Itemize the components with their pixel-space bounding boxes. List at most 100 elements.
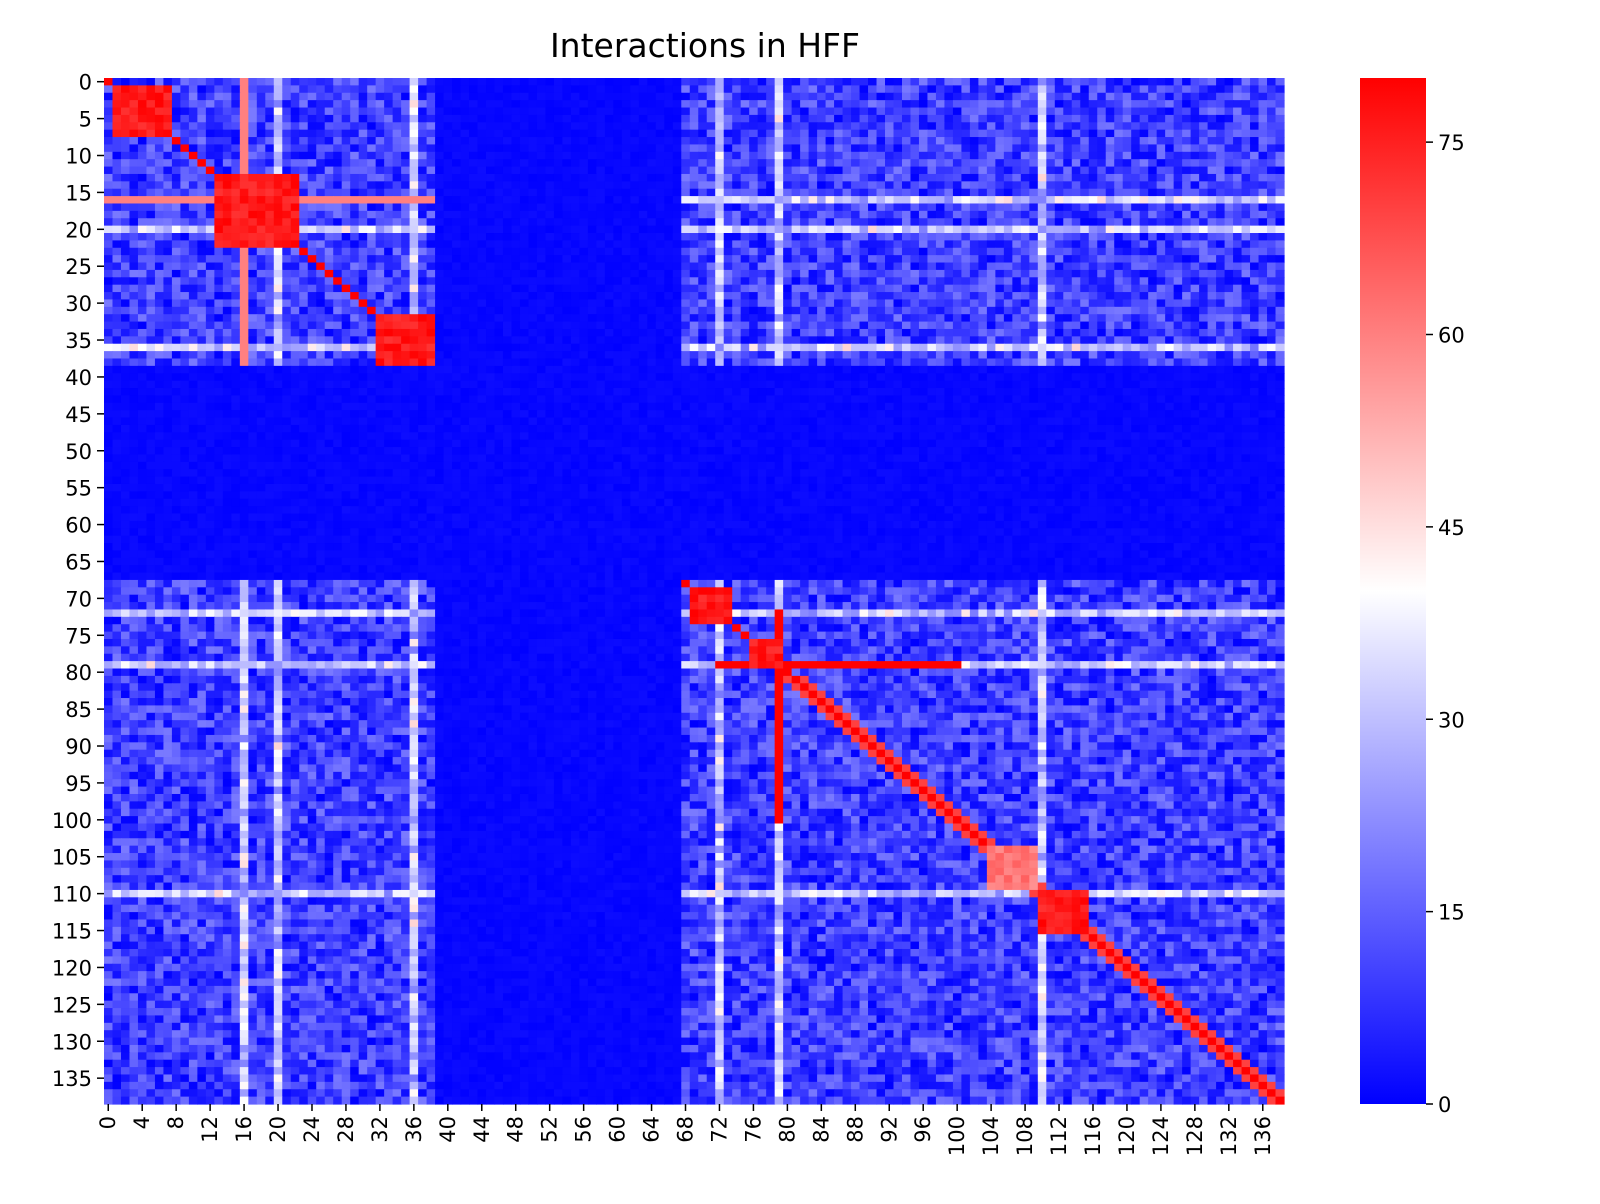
heatmap-cell	[375, 137, 385, 146]
heatmap-cell	[1275, 159, 1285, 168]
heatmap-cell	[299, 306, 309, 315]
heatmap-cell	[486, 92, 496, 101]
heatmap-cell	[265, 306, 275, 315]
heatmap-cell	[1020, 218, 1030, 227]
heatmap-cell	[774, 233, 784, 241]
heatmap-cell	[1275, 292, 1285, 301]
heatmap-cell	[783, 218, 793, 227]
heatmap-cell	[613, 225, 623, 234]
heatmap-cell	[800, 166, 810, 175]
heatmap-cell	[859, 114, 869, 123]
heatmap-cell	[256, 292, 266, 301]
heatmap-cell	[1063, 129, 1073, 138]
heatmap-cell	[1003, 129, 1013, 138]
heatmap-cell	[698, 299, 708, 308]
heatmap-cell	[1105, 255, 1115, 264]
heatmap-cell	[553, 100, 564, 109]
heatmap-cell	[1267, 314, 1277, 323]
heatmap-cell	[834, 247, 844, 256]
heatmap-cell	[859, 151, 869, 160]
heatmap-cell	[935, 218, 946, 227]
heatmap-cell	[1003, 166, 1013, 175]
heatmap-cell	[969, 166, 979, 175]
heatmap-cell	[774, 225, 784, 234]
heatmap-cell	[1250, 78, 1260, 86]
heatmap-cell	[350, 151, 360, 160]
heatmap-cell	[901, 173, 912, 182]
heatmap-cell	[137, 225, 148, 234]
heatmap-cell	[545, 122, 555, 131]
heatmap-cell	[859, 210, 869, 219]
heatmap-cell	[851, 210, 861, 219]
heatmap-cell	[825, 78, 835, 86]
heatmap-cell	[333, 100, 343, 109]
heatmap-cell	[1233, 328, 1243, 337]
heatmap-cell	[1241, 129, 1251, 138]
heatmap-cell	[961, 78, 971, 86]
heatmap-cell	[918, 166, 929, 175]
heatmap-cell	[222, 144, 232, 153]
heatmap-cell	[460, 151, 470, 160]
heatmap-cell	[519, 129, 530, 138]
heatmap-cell	[638, 173, 648, 182]
heatmap-cell	[341, 299, 351, 308]
heatmap-cell	[324, 277, 334, 286]
heatmap-cell	[188, 137, 198, 146]
heatmap-cell	[918, 196, 929, 205]
heatmap-cell	[1037, 247, 1047, 256]
heatmap-cell	[231, 173, 241, 182]
heatmap-cell	[171, 218, 181, 227]
heatmap-cell	[146, 299, 156, 308]
heatmap-cell	[1097, 92, 1107, 101]
heatmap-cell	[766, 188, 776, 197]
heatmap-cell	[604, 314, 614, 323]
heatmap-cell	[486, 159, 496, 168]
heatmap-cell	[604, 277, 614, 286]
heatmap-cell	[248, 78, 258, 86]
heatmap-cell	[409, 85, 419, 94]
heatmap-cell	[316, 144, 326, 153]
heatmap-cell	[1258, 188, 1268, 197]
heatmap-cell	[1182, 166, 1192, 175]
heatmap-cell	[613, 269, 623, 278]
heatmap-cell	[146, 107, 156, 116]
heatmap-cell	[579, 188, 589, 197]
heatmap-cell	[969, 92, 979, 101]
heatmap-cell	[426, 225, 436, 234]
heatmap-cell	[647, 85, 657, 94]
heatmap-cell	[1173, 255, 1183, 264]
heatmap-cell	[681, 159, 691, 168]
heatmap-cell	[570, 173, 580, 182]
heatmap-cell	[171, 114, 181, 123]
heatmap-cell	[681, 277, 691, 286]
heatmap-cell	[647, 292, 657, 301]
heatmap-cell	[808, 306, 818, 315]
heatmap-cell	[1165, 277, 1175, 286]
heatmap-cell	[570, 114, 580, 123]
heatmap-cell	[1131, 114, 1141, 123]
heatmap-cell	[723, 92, 733, 101]
heatmap-cell	[918, 203, 929, 212]
heatmap-cell	[222, 255, 232, 264]
heatmap-cell	[502, 314, 513, 323]
heatmap-cell	[273, 78, 283, 86]
heatmap-cell	[749, 328, 759, 337]
heatmap-cell	[384, 196, 394, 205]
heatmap-cell	[1114, 240, 1124, 249]
heatmap-cell	[817, 210, 827, 219]
heatmap-cell	[817, 85, 827, 94]
heatmap-cell	[1165, 203, 1175, 212]
heatmap-cell	[918, 210, 929, 219]
heatmap-cell	[120, 181, 131, 190]
heatmap-cell	[910, 107, 920, 116]
heatmap-cell	[1097, 151, 1107, 160]
heatmap-cell	[1003, 151, 1013, 160]
heatmap-cell	[358, 122, 368, 131]
heatmap-cell	[817, 336, 827, 345]
heatmap-cell	[698, 78, 708, 86]
heatmap-cell	[1139, 151, 1149, 160]
heatmap-cell	[681, 233, 691, 241]
heatmap-cell	[494, 85, 504, 94]
heatmap-cell	[545, 306, 555, 315]
heatmap-cell	[969, 321, 979, 330]
